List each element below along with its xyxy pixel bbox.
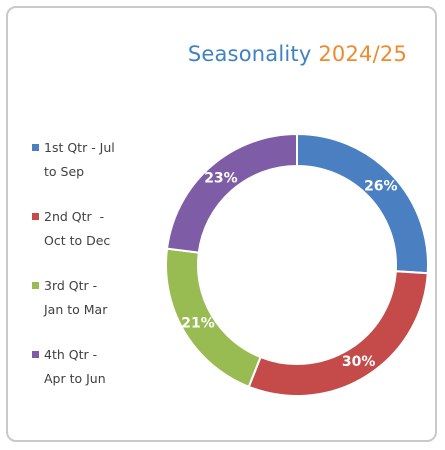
legend-item-q1: 1st Qtr - Jul to Sep xyxy=(32,136,144,184)
legend-item-q4: 4th Qtr - Apr to Jun xyxy=(32,343,144,391)
data-label-q1: 26% xyxy=(364,178,398,194)
legend-label-q2-line1: 2nd Qtr - xyxy=(44,209,105,224)
legend-item-q3: 3rd Qtr - Jan to Mar xyxy=(32,274,144,322)
legend-swatch-q1 xyxy=(32,144,39,151)
legend-label-q4-line1: 4th Qtr - xyxy=(44,347,98,362)
donut-slice-q2 xyxy=(247,270,429,397)
chart-title-year: 2024/25 xyxy=(318,42,407,66)
data-label-q4: 23% xyxy=(204,171,238,187)
legend-label-q1-line2: to Sep xyxy=(44,164,85,179)
data-label-q2: 30% xyxy=(342,354,376,370)
chart-title-main: Seasonality xyxy=(187,42,312,66)
legend-item-q2: 2nd Qtr - Oct to Dec xyxy=(32,205,144,253)
legend-label-q1-line1: 1st Qtr - Jul xyxy=(44,140,115,155)
donut-slice-q1 xyxy=(296,132,429,275)
chart-legend: 1st Qtr - Jul to Sep 2nd Qtr - Oct to De… xyxy=(32,136,144,412)
legend-swatch-q4 xyxy=(32,351,39,358)
legend-label-q2-line2: Oct to Dec xyxy=(44,233,111,248)
chart-title: Seasonality 2024/25 xyxy=(188,42,407,66)
legend-label-q3-line1: 3rd Qtr - xyxy=(44,278,98,293)
legend-label-q4-line2: Apr to Jun xyxy=(44,371,106,386)
legend-swatch-q2 xyxy=(32,213,39,220)
donut-chart: 26% 30% 21% 23% xyxy=(165,132,429,397)
legend-label-q3-line2: Jan to Mar xyxy=(44,302,108,317)
donut-slice-q4 xyxy=(165,132,298,254)
legend-swatch-q3 xyxy=(32,282,39,289)
data-label-q3: 21% xyxy=(181,316,215,332)
